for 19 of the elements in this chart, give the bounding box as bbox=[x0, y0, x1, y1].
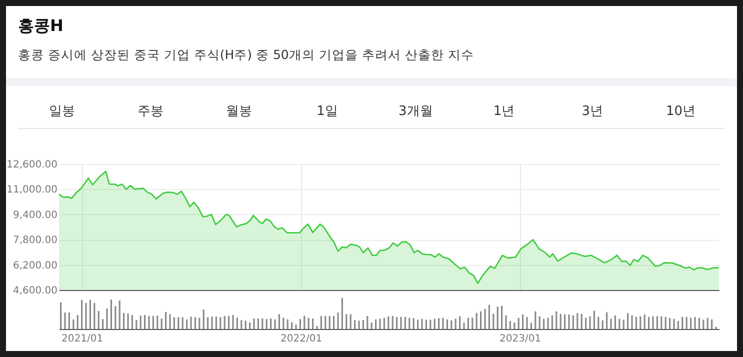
y-tick-label: 12,600.00 bbox=[6, 160, 58, 170]
text: 10년 bbox=[665, 103, 697, 121]
text: 1년 bbox=[492, 103, 516, 121]
x-tick-label: 2021/01 bbox=[62, 334, 104, 344]
text: 3개월 bbox=[398, 103, 434, 121]
text: 월봉 bbox=[224, 103, 253, 121]
y-tick-label: 6,200.00 bbox=[12, 260, 58, 272]
x-tick-label: 2022/01 bbox=[280, 334, 322, 344]
text: 1일 bbox=[316, 103, 339, 121]
x-tick-label: 2023/01 bbox=[500, 334, 542, 344]
y-tick-label: 4,600.00 bbox=[12, 286, 58, 296]
text: 주봉 bbox=[136, 103, 165, 121]
y-tick-label: 7,800.00 bbox=[12, 235, 58, 246]
y-tick-label: 9,400.00 bbox=[12, 210, 58, 221]
chart-subtitle: 홍콩 증시에 상장된 중국 기업 주식(H주) 중 50개의 기업을 추려서 산출한 지수 bbox=[18, 47, 475, 64]
text: 3년 bbox=[580, 103, 604, 121]
chart-title: 홍콩H bbox=[18, 16, 64, 37]
y-tick-label: 11,000.00 bbox=[6, 184, 58, 196]
text: 일봉 bbox=[48, 103, 76, 121]
